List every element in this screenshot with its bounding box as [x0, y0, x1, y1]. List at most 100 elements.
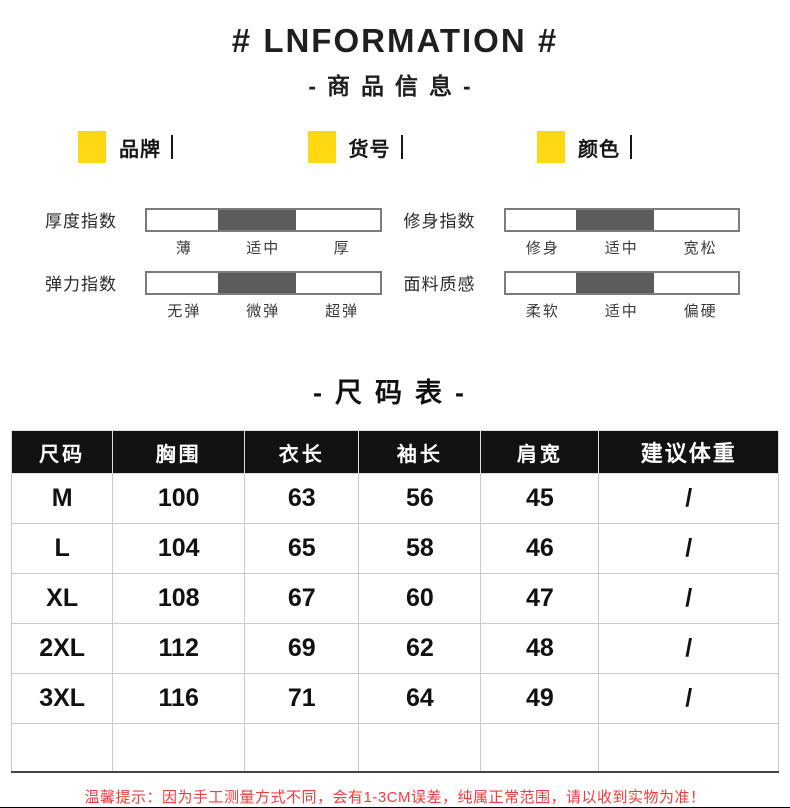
page-header: # LNFORMATION # -商品信息- [0, 22, 790, 101]
cell-bust: 108 [112, 573, 246, 624]
scale-label: 微弹 [246, 303, 281, 320]
item-number-label: 货号 [348, 138, 391, 161]
col-length: 衣长 [244, 430, 360, 474]
table-row: 3XL 116 71 64 49 / [10, 673, 779, 724]
cell-bust: 104 [112, 523, 246, 574]
cell-shoulder: 47 [480, 573, 600, 624]
cell-bust: 112 [112, 623, 246, 674]
cell-bust: 100 [112, 473, 246, 524]
slider-fill [217, 272, 296, 293]
scale-label: 超弹 [325, 303, 360, 320]
slider-bar [503, 270, 740, 295]
empty-cell [112, 723, 246, 773]
scale-label: 适中 [246, 240, 281, 257]
yellow-square-icon [537, 131, 565, 163]
scale-label: 适中 [604, 240, 639, 257]
cell-size: XL [10, 573, 114, 624]
cell-size: L [10, 523, 114, 574]
color-label: 颜色 [578, 138, 620, 161]
cell-shoulder: 45 [480, 473, 600, 524]
slider-elasticity: 弹力指数 无弹 微弹 超弹 [45, 270, 382, 321]
cell-length: 67 [244, 573, 360, 624]
scale-label: 修身 [525, 240, 560, 257]
slider-bar [503, 207, 740, 232]
scale-label: 偏硬 [683, 303, 718, 320]
cell-shoulder: 48 [480, 623, 600, 674]
yellow-square-icon [307, 131, 336, 163]
scale-label: 宽松 [683, 240, 718, 257]
slider-thickness: 厚度指数 薄 适中 厚 [45, 207, 382, 258]
empty-cell [244, 723, 360, 773]
slider-label: 厚度指数 [45, 212, 117, 231]
col-bust: 胸围 [112, 430, 246, 474]
table-row: XL 108 67 60 47 / [10, 573, 779, 624]
color-label-item: 颜色 [537, 131, 632, 163]
cell-weight: / [598, 573, 779, 624]
attribute-sliders: 厚度指数 薄 适中 厚 修身指数 修身 适中 宽松 弹力指数 [45, 207, 740, 321]
cell-length: 63 [244, 473, 360, 524]
size-chart-title: -尺码表- [313, 378, 477, 408]
table-header-row: 尺码 胸围 衣长 袖长 肩宽 建议体重 [10, 430, 779, 474]
slider-scale: 薄 适中 厚 [145, 232, 382, 258]
empty-cell [10, 723, 114, 773]
empty-cell [480, 723, 600, 773]
slider-scale: 柔软 适中 偏硬 [504, 295, 741, 321]
slider-label: 弹力指数 [45, 275, 117, 294]
cell-bust: 116 [112, 673, 246, 724]
scale-label: 无弹 [167, 303, 202, 320]
cell-weight: / [598, 623, 779, 674]
slider-scale: 无弹 微弹 超弹 [145, 295, 382, 321]
cell-weight: / [598, 473, 779, 524]
cell-weight: / [598, 523, 779, 574]
col-shoulder: 肩宽 [480, 430, 600, 474]
cell-shoulder: 46 [480, 523, 600, 574]
cell-size: 2XL [10, 623, 114, 674]
table-row: L 104 65 58 46 / [10, 523, 779, 574]
cell-length: 65 [244, 523, 360, 574]
empty-cell [358, 723, 482, 773]
page-title: # LNFORMATION # [231, 22, 559, 59]
brand-label-item: 品牌 [78, 131, 173, 163]
size-table: 尺码 胸围 衣长 袖长 肩宽 建议体重 M 100 63 56 45 / L 1… [10, 430, 779, 773]
table-row: 2XL 112 69 62 48 / [10, 623, 779, 674]
table-row: M 100 63 56 45 / [10, 473, 779, 524]
item-number-label-item: 货号 [307, 131, 403, 163]
cell-length: 69 [244, 623, 360, 674]
scale-label: 柔软 [525, 303, 560, 320]
empty-cell [598, 723, 779, 773]
scale-label: 厚 [333, 240, 351, 257]
slider-label: 面料质感 [403, 275, 476, 294]
label-divider [400, 135, 403, 159]
product-attribute-labels: 品牌 货号 颜色 [78, 131, 632, 163]
slider-bar [145, 270, 382, 295]
brand-label: 品牌 [119, 138, 161, 161]
col-suggested-weight: 建议体重 [598, 430, 779, 474]
slider-scale: 修身 适中 宽松 [504, 232, 741, 258]
cell-size: 3XL [10, 673, 114, 724]
cell-length: 71 [244, 673, 360, 724]
slider-fabric-feel: 面料质感 柔软 适中 偏硬 [403, 270, 741, 321]
page-subtitle: -商品信息- [308, 73, 482, 99]
cell-weight: / [598, 673, 779, 724]
cell-size: M [10, 473, 114, 524]
label-divider [630, 135, 632, 159]
slider-fill [576, 209, 655, 230]
col-size: 尺码 [10, 430, 114, 474]
cell-sleeve: 60 [358, 573, 482, 624]
cell-sleeve: 62 [358, 623, 482, 674]
measurement-warning-note: 温馨提示：因为手工测量方式不同，会有1-3CM误差，纯属正常范围，请以收到实物为… [84, 789, 706, 806]
scale-label: 适中 [604, 303, 639, 320]
yellow-square-icon [78, 131, 106, 163]
slider-bar [145, 207, 382, 232]
slider-fill [576, 272, 655, 293]
table-empty-row [10, 723, 779, 773]
scale-label: 薄 [175, 240, 193, 257]
slider-label: 修身指数 [403, 212, 476, 231]
cell-sleeve: 64 [358, 673, 482, 724]
cell-sleeve: 58 [358, 523, 482, 574]
col-sleeve: 袖长 [358, 430, 482, 474]
cell-sleeve: 56 [358, 473, 482, 524]
label-divider [171, 135, 173, 159]
slider-fill [217, 209, 296, 230]
slider-fit: 修身指数 修身 适中 宽松 [403, 207, 741, 258]
